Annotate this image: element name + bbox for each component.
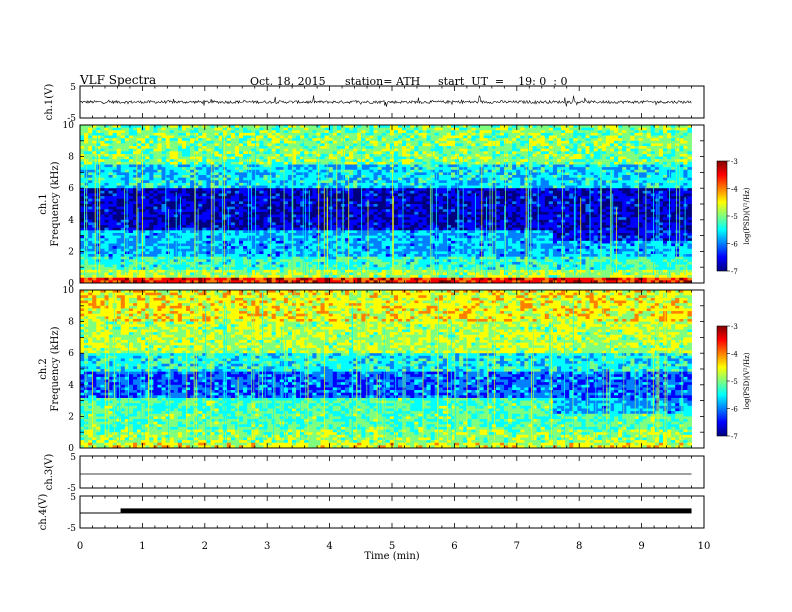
ch1-spectrogram-ylabel-channel: ch.1 [38, 193, 49, 215]
ch1-spectrogram-ylabel-frequency: Frequency (kHz) [50, 161, 61, 246]
ch2-spectrogram-colorbar [716, 325, 728, 437]
ch1-spectrogram-colorbar [716, 160, 728, 272]
ch4-trace-high [120, 508, 692, 514]
ch1-spectrogram-ytick-label: 2 [68, 247, 74, 257]
x-tick-label: 9 [638, 541, 644, 552]
ch2-spectrogram-ytick-label: 6 [68, 349, 74, 359]
ch2-spectrogram-colorbar-tick-label: -7 [731, 433, 738, 441]
ch1-ylabel: ch.1(V) [44, 84, 55, 121]
ch2-spectrogram-cells [80, 290, 692, 449]
ch1-spectrogram-colorbar-tick-label: -3 [731, 158, 738, 166]
x-tick-label: 4 [326, 541, 332, 552]
ch2-spectrogram-ytick-label: 2 [68, 412, 74, 422]
ch2-spectrogram-colorbar-tick-label: -3 [731, 323, 738, 331]
x-tick-label: 8 [576, 541, 582, 552]
x-tick-label: 6 [451, 541, 457, 552]
x-tick-label: 0 [77, 541, 83, 552]
ch1-spectrogram-ytick-label: 10 [63, 121, 75, 131]
ch3-ytick-label: 5 [70, 453, 76, 463]
date-label: Oct. 18, 2015 [250, 75, 326, 88]
ch1-trace [80, 95, 692, 107]
station-label: station= ATH [345, 75, 421, 88]
ch4-ylabel: ch.4(V) [38, 494, 49, 531]
x-tick-label: 5 [389, 541, 395, 552]
x-axis-label: Time (min) [364, 551, 419, 562]
ch2-spectrogram-colorbar-label: log(PSD)(V²/Hz) [743, 352, 751, 409]
ch1-ytick-label: -5 [67, 114, 76, 124]
ch2-spectrogram-ytick-label: 8 [68, 318, 74, 328]
ch1-spectrogram-ytick-label: 8 [68, 153, 74, 163]
ch2-spectrogram-ylabel-channel: ch.2 [38, 358, 49, 380]
ch2-spectrogram-ylabel-frequency: Frequency (kHz) [50, 326, 61, 411]
ch1-ytick-label: 5 [70, 83, 76, 93]
ch1-spectrogram-colorbar-label: log(PSD)(V²/Hz) [743, 187, 751, 244]
ch2-spectrogram-colorbar-tick-label: -6 [731, 406, 738, 414]
ch1-spectrogram-ytick-label: 0 [68, 279, 74, 289]
x-tick-label: 7 [514, 541, 520, 552]
x-tick-label: 10 [698, 541, 711, 552]
x-tick-label: 1 [139, 541, 145, 552]
ch1-spectrogram-colorbar-tick-label: -4 [731, 186, 738, 194]
start-time-label: start UT = 19: 0 : 0 [438, 75, 568, 88]
ch3-ylabel: ch.3(V) [44, 454, 55, 491]
ch2-spectrogram-ytick-label: 0 [68, 444, 74, 454]
ch1-spectrogram-ytick-label: 6 [68, 184, 74, 194]
ch2-spectrogram-ytick-label: 4 [68, 381, 74, 391]
x-tick-label: 2 [202, 541, 208, 552]
ch1-spectrogram-colorbar-tick-label: -7 [731, 268, 738, 276]
ch1-spectrogram-cells [80, 125, 692, 284]
ch1-spectrogram-colorbar-tick-label: -5 [731, 213, 738, 221]
ch2-spectrogram-colorbar-tick-label: -4 [731, 351, 738, 359]
ch4-ytick-label: 5 [70, 493, 76, 503]
ch4-ytick-label: -5 [67, 524, 76, 534]
figure-title: VLF Spectra [80, 73, 157, 87]
ch1-spectrogram-ytick-label: 4 [68, 216, 74, 226]
ch1-spectrogram-colorbar-tick-label: -6 [731, 241, 738, 249]
ch3-ytick-label: -5 [67, 484, 76, 494]
ch2-spectrogram-colorbar-tick-label: -5 [731, 378, 738, 386]
ch2-spectrogram-ytick-label: 10 [63, 286, 75, 296]
x-tick-label: 3 [264, 541, 270, 552]
